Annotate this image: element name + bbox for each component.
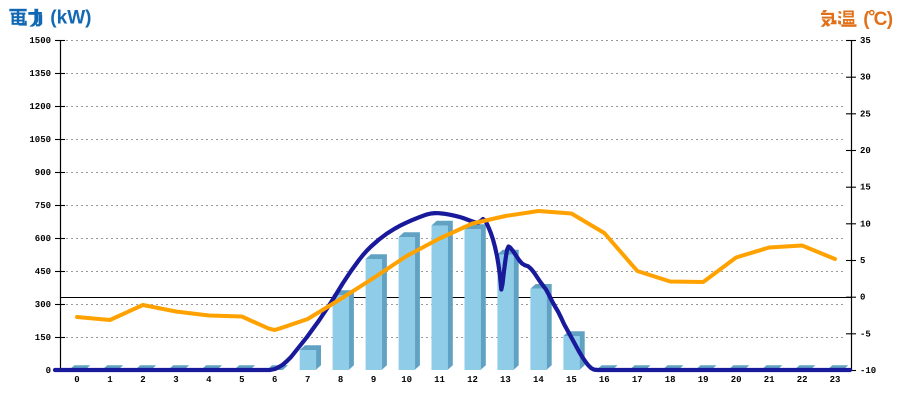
svg-text:17: 17 <box>632 375 643 385</box>
svg-text:-10: -10 <box>860 366 876 376</box>
svg-text:6: 6 <box>272 375 277 385</box>
svg-text:15: 15 <box>860 183 871 193</box>
svg-text:1: 1 <box>107 375 113 385</box>
svg-text:C: C <box>874 9 888 30</box>
svg-text:300: 300 <box>35 300 51 310</box>
svg-text:(: ( <box>863 9 870 30</box>
svg-text:-5: -5 <box>860 329 871 339</box>
svg-text:19: 19 <box>698 375 709 385</box>
svg-text:10: 10 <box>401 375 412 385</box>
svg-text:23: 23 <box>830 375 841 385</box>
svg-text:12: 12 <box>467 375 478 385</box>
svg-text:15: 15 <box>566 375 577 385</box>
svg-text:20: 20 <box>860 146 871 156</box>
svg-text:30: 30 <box>860 73 871 83</box>
svg-text:22: 22 <box>797 375 808 385</box>
svg-text:1350: 1350 <box>29 69 51 79</box>
svg-text:7: 7 <box>305 375 310 385</box>
svg-text:1200: 1200 <box>29 102 51 112</box>
svg-text:600: 600 <box>35 234 51 244</box>
svg-text:13: 13 <box>500 375 511 385</box>
svg-text:5: 5 <box>239 375 244 385</box>
svg-text:1050: 1050 <box>29 135 51 145</box>
svg-text:11: 11 <box>434 375 445 385</box>
svg-text:18: 18 <box>665 375 676 385</box>
svg-text:9: 9 <box>371 375 376 385</box>
svg-text:14: 14 <box>533 375 544 385</box>
svg-text:0: 0 <box>46 366 51 376</box>
svg-text:25: 25 <box>860 109 871 119</box>
svg-text:0: 0 <box>860 293 865 303</box>
svg-text:10: 10 <box>860 219 871 229</box>
svg-text:(kW): (kW) <box>50 8 91 29</box>
svg-text:0: 0 <box>74 375 79 385</box>
svg-text:3: 3 <box>173 375 178 385</box>
svg-text:4: 4 <box>206 375 212 385</box>
svg-text:2: 2 <box>140 375 145 385</box>
svg-text:1500: 1500 <box>29 36 51 46</box>
svg-text:150: 150 <box>35 333 51 343</box>
svg-text:16: 16 <box>599 375 610 385</box>
svg-text:35: 35 <box>860 36 871 46</box>
svg-text:21: 21 <box>764 375 775 385</box>
svg-text:450: 450 <box>35 267 51 277</box>
svg-text:8: 8 <box>338 375 343 385</box>
svg-text:900: 900 <box>35 168 51 178</box>
svg-text:): ) <box>887 9 893 30</box>
svg-text:5: 5 <box>860 256 865 266</box>
svg-text:20: 20 <box>731 375 742 385</box>
svg-text:750: 750 <box>35 201 51 211</box>
